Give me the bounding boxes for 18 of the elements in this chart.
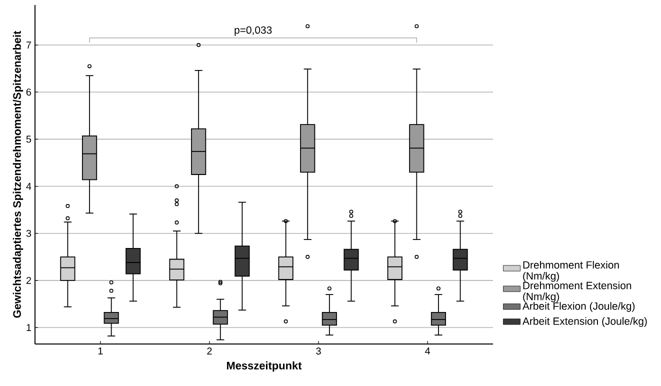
legend-label: Arbeit Flexion (Joule/kg)	[522, 302, 635, 312]
y-tick-label: 5	[26, 136, 32, 143]
x-tick-label: 2	[207, 348, 212, 354]
legend-label: Drehmoment Extension (Nm/kg)	[523, 282, 632, 302]
y-tick-label: 4	[26, 182, 32, 190]
y-tick-label: 3	[26, 230, 32, 237]
x-axis-title: Messzeitpunkt	[226, 361, 302, 372]
annotation: p=0,033	[234, 26, 272, 36]
y-tick-label: 1	[26, 324, 31, 331]
x-tick-label: 4	[425, 348, 430, 354]
legend-label: Arbeit Extension (Joule/kg)	[522, 317, 647, 327]
x-tick-label: 3	[316, 348, 321, 355]
y-tick-label: 6	[26, 88, 32, 96]
y-axis-title: Gewichtsadaptiertes Spitzendrehmoment/Spitzenarbeit	[12, 30, 24, 318]
x-tick-label: 1	[98, 348, 103, 354]
legend-label: Drehmoment Flexion (Nm/kg)	[523, 260, 619, 282]
y-tick-label: 2	[26, 276, 31, 284]
y-tick-label: 7	[26, 42, 31, 48]
